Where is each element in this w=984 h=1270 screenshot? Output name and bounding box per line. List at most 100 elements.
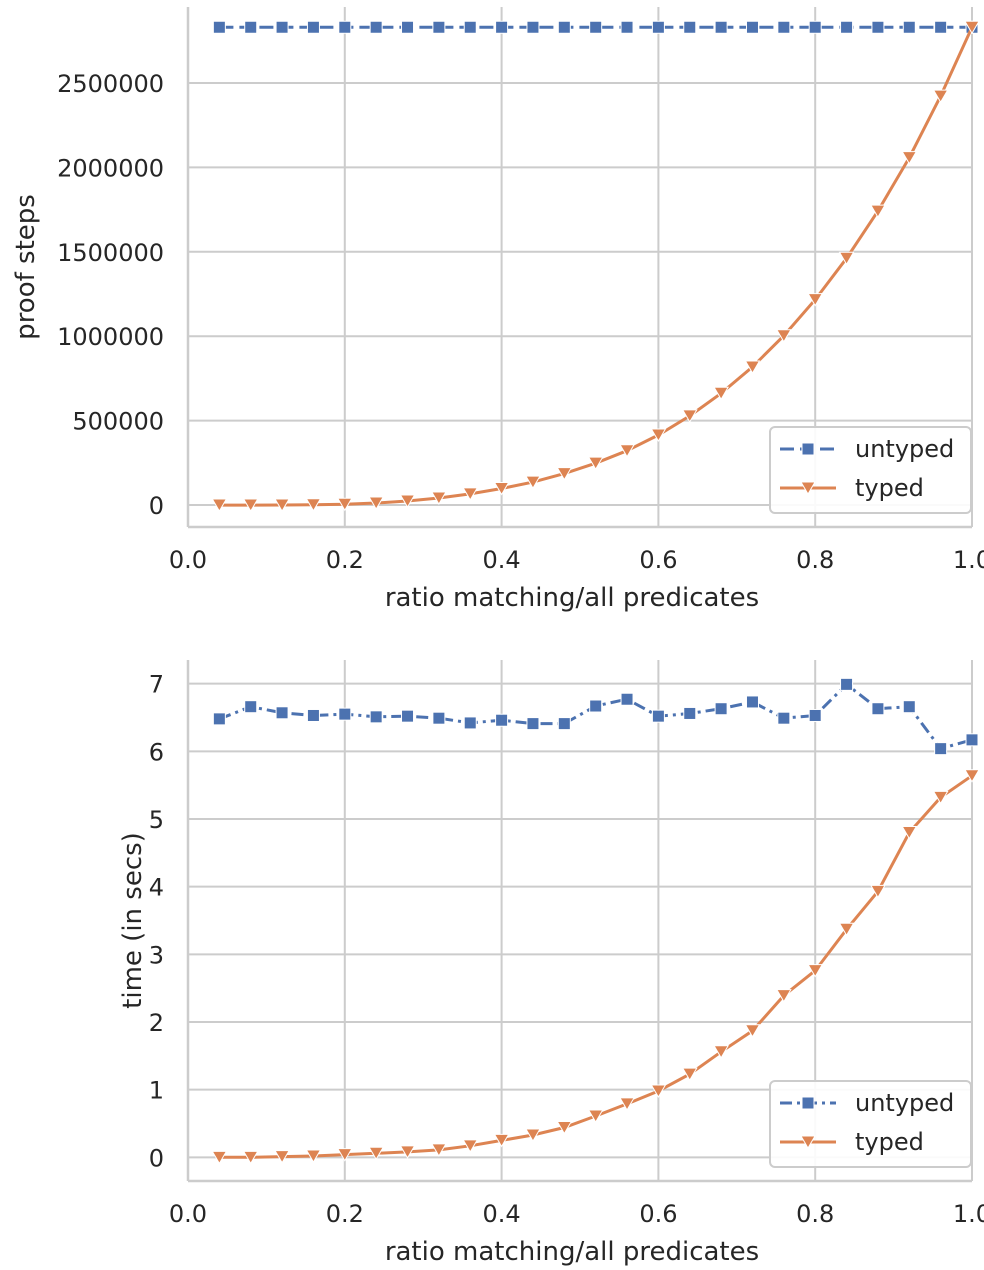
data-point-untyped: [338, 707, 352, 721]
legend-label-typed: typed: [855, 1128, 924, 1156]
data-point-untyped: [808, 20, 822, 34]
data-point-untyped: [840, 20, 854, 34]
series-line-untyped: [218, 682, 973, 751]
x-tick-label: 0.6: [639, 546, 677, 574]
data-point-typed: [525, 475, 541, 490]
data-point-typed: [242, 498, 259, 513]
y-tick-label: 7: [149, 671, 164, 699]
data-point-untyped: [463, 716, 477, 730]
legend-label-untyped: untyped: [855, 1089, 954, 1117]
data-point-typed: [399, 1145, 416, 1159]
data-point-untyped: [777, 711, 791, 725]
x-tick-label: 0.0: [169, 1200, 207, 1228]
data-point-untyped: [244, 700, 258, 714]
y-axis-label: time (in secs): [118, 832, 148, 1009]
x-tick-label: 0.6: [639, 1200, 677, 1228]
data-point-untyped: [463, 20, 477, 34]
data-point-untyped: [401, 20, 415, 34]
x-tick-label: 0.2: [326, 546, 364, 574]
data-point-untyped: [212, 20, 226, 34]
data-point-untyped: [651, 20, 665, 34]
legend-marker-untyped: [801, 442, 815, 456]
data-point-untyped: [683, 706, 697, 720]
data-point-untyped: [338, 20, 352, 34]
x-tick-label: 0.0: [169, 546, 207, 574]
data-point-untyped: [557, 20, 571, 34]
data-point-untyped: [275, 20, 289, 34]
data-point-typed: [399, 494, 416, 508]
data-point-untyped: [275, 706, 289, 720]
data-point-typed: [650, 428, 667, 442]
data-point-untyped: [934, 20, 948, 34]
legend-box: [769, 1080, 972, 1168]
data-point-typed: [650, 1084, 667, 1099]
data-point-typed: [901, 151, 918, 165]
data-point-typed: [525, 1128, 541, 1142]
data-point-typed: [305, 498, 322, 512]
data-point-untyped: [212, 712, 226, 726]
data-point-typed: [870, 884, 886, 899]
data-point-untyped: [526, 717, 540, 731]
data-point-untyped: [526, 20, 540, 34]
data-point-untyped: [714, 702, 728, 716]
data-point-typed: [556, 467, 573, 481]
y-tick-label: 4: [149, 874, 164, 902]
x-axis-label: ratio matching/all predicates: [385, 1237, 759, 1267]
y-tick-label: 1: [149, 1077, 164, 1105]
data-point-untyped: [589, 699, 603, 713]
data-point-untyped: [495, 713, 509, 727]
y-tick-label: 5: [149, 806, 164, 834]
data-point-typed: [242, 1150, 259, 1165]
chart-2: 0.0 0.2 0.4 0.6 0.8 1.0 0 1 2 3 4 5 6 7 ratio matching…: [118, 660, 984, 1267]
data-point-typed: [932, 89, 949, 104]
data-point-untyped: [808, 708, 822, 722]
legend-marker-untyped: [801, 1096, 815, 1110]
y-tick-label: 2000000: [57, 154, 164, 182]
data-point-untyped: [871, 702, 885, 716]
series-typed: [211, 769, 980, 1165]
legend-marker-typed: [800, 481, 816, 495]
data-point-typed: [211, 498, 228, 513]
data-point-untyped: [902, 700, 916, 714]
data-point-typed: [462, 487, 479, 501]
data-point-untyped: [840, 677, 854, 691]
x-tick-label: 0.2: [326, 1200, 364, 1228]
y-tick-label: 1000000: [57, 323, 164, 351]
data-point-untyped: [714, 20, 728, 34]
y-tick-label: 1500000: [57, 239, 164, 267]
data-point-typed: [556, 1121, 573, 1135]
legend-marker-typed: [800, 1135, 816, 1149]
y-tick-label: 0: [149, 492, 164, 520]
data-point-untyped: [683, 20, 697, 34]
data-point-typed: [336, 1148, 353, 1162]
data-point-typed: [964, 769, 980, 783]
series-typed: [211, 20, 980, 513]
data-point-typed: [681, 409, 698, 423]
data-point-typed: [838, 251, 855, 266]
data-point-typed: [775, 989, 792, 1003]
x-tick-label: 0.8: [796, 546, 834, 574]
data-point-typed: [305, 1149, 322, 1163]
data-point-typed: [901, 826, 918, 840]
data-point-typed: [493, 1133, 510, 1148]
data-point-typed: [775, 329, 792, 343]
series-untyped: [212, 677, 979, 756]
data-point-typed: [713, 386, 729, 401]
data-point-typed: [807, 293, 824, 307]
data-point-untyped: [777, 20, 791, 34]
y-tick-label: 2500000: [57, 70, 164, 98]
y-tick-label: 3: [149, 941, 164, 969]
data-point-untyped: [401, 709, 415, 723]
data-point-untyped: [620, 692, 634, 706]
data-point-untyped: [934, 742, 948, 756]
data-point-typed: [368, 1146, 385, 1161]
data-point-typed: [681, 1067, 698, 1082]
y-tick-label: 0: [149, 1144, 164, 1172]
data-point-typed: [431, 491, 447, 505]
data-point-typed: [431, 1143, 447, 1157]
x-tick-label: 0.8: [796, 1200, 834, 1228]
data-point-untyped: [244, 20, 258, 34]
data-point-typed: [274, 498, 290, 512]
data-point-untyped: [965, 733, 979, 747]
